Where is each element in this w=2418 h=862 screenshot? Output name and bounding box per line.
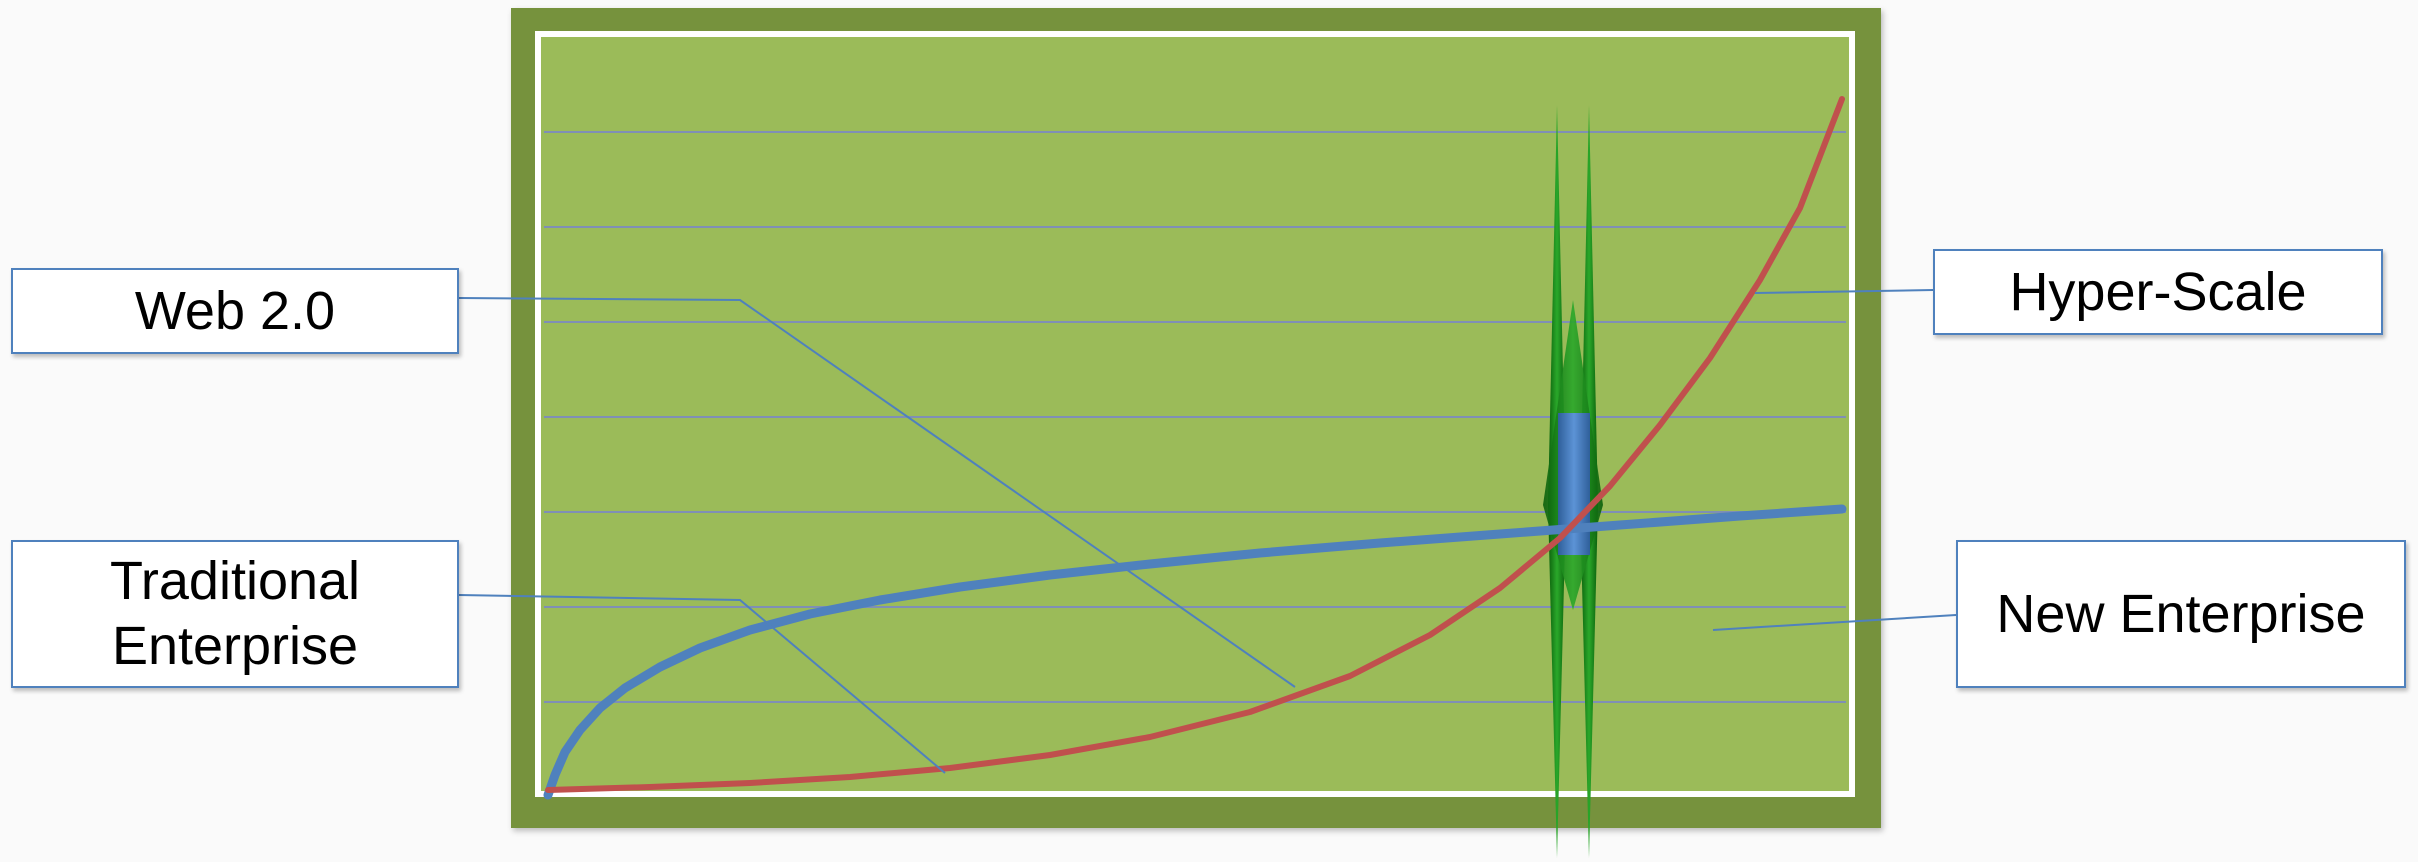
- plot-area: [538, 34, 1852, 794]
- web20-callout: Web 2.0: [11, 268, 459, 354]
- web20-label: Web 2.0: [135, 279, 335, 344]
- new-enterprise-label: New Enterprise: [1996, 582, 2365, 647]
- hyper-scale-label: Hyper-Scale: [2009, 260, 2306, 325]
- new-enterprise-callout: New Enterprise: [1956, 540, 2406, 688]
- traditional-label-line2: Enterprise: [110, 614, 360, 679]
- traditional-enterprise-callout: Traditional Enterprise: [11, 540, 459, 688]
- traditional-label-line1: Traditional: [110, 549, 360, 614]
- hyper-scale-callout: Hyper-Scale: [1933, 249, 2383, 335]
